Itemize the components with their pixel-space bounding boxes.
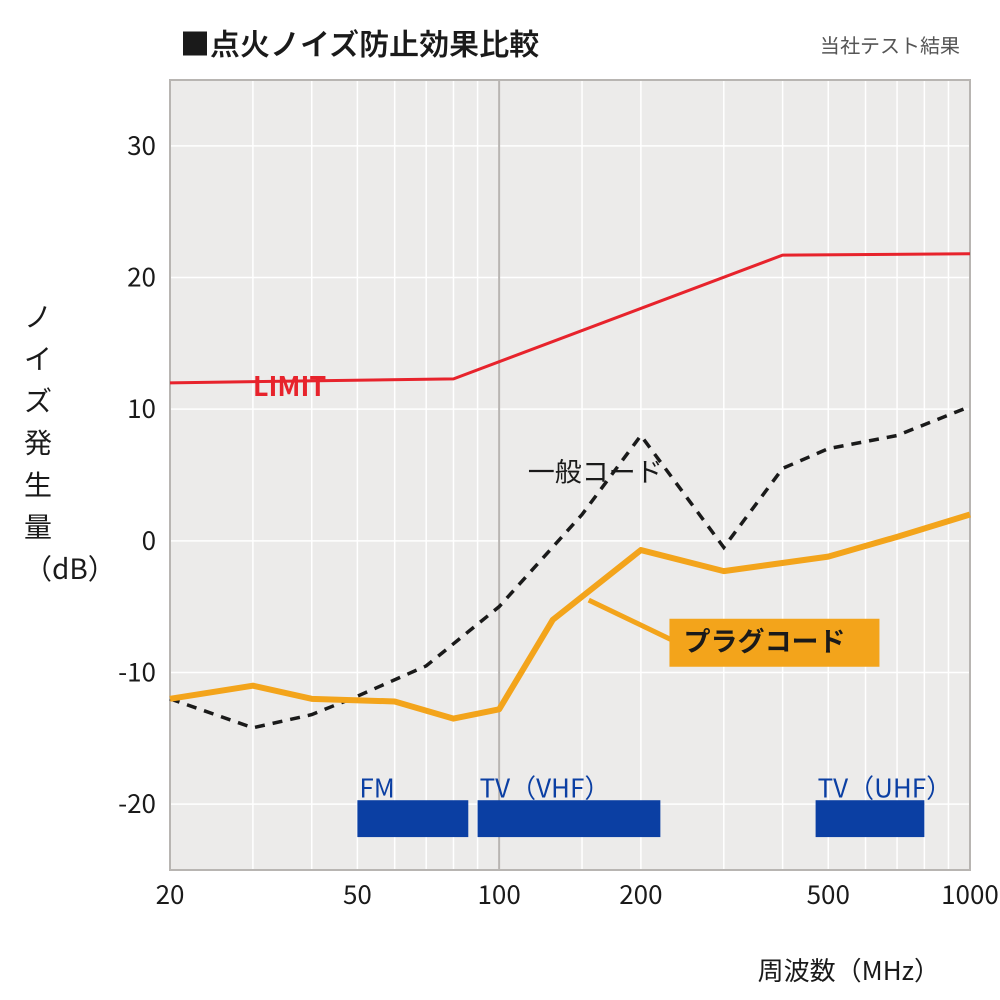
label-general: 一般コード: [528, 451, 663, 490]
y-tick-label: -20: [118, 784, 156, 821]
freq-band: [357, 800, 468, 837]
y-tick-label: 30: [127, 126, 156, 163]
chart-title: ■点火ノイズ防止効果比較: [180, 20, 539, 64]
x-tick-label: 100: [477, 875, 520, 912]
freq-band-label: TV（VHF）: [480, 769, 611, 806]
freq-band-label: FM: [359, 769, 394, 806]
chart-subtitle: 当社テスト結果: [820, 30, 960, 59]
y-tick-label: 0: [142, 521, 156, 558]
y-tick-label: 20: [127, 258, 156, 295]
freq-band: [478, 800, 661, 837]
label-limit: LIMIT: [253, 365, 326, 404]
x-tick-label: 200: [619, 875, 662, 912]
freq-band-label: TV（UHF）: [818, 769, 953, 806]
x-tick-label: 1000: [941, 875, 999, 912]
x-tick-label: 50: [343, 875, 372, 912]
x-tick-label: 500: [807, 875, 850, 912]
x-tick-label: 20: [156, 875, 185, 912]
y-tick-label: -10: [118, 653, 156, 690]
chart: -20-10010203020501002005001000FMTV（VHF）T…: [110, 70, 980, 930]
chart-svg: -20-10010203020501002005001000FMTV（VHF）T…: [110, 70, 980, 930]
x-axis-label: 周波数（MHz）: [758, 951, 940, 988]
label-plug: プラグコード: [683, 620, 845, 659]
y-tick-label: 10: [127, 389, 156, 426]
freq-band: [816, 800, 925, 837]
